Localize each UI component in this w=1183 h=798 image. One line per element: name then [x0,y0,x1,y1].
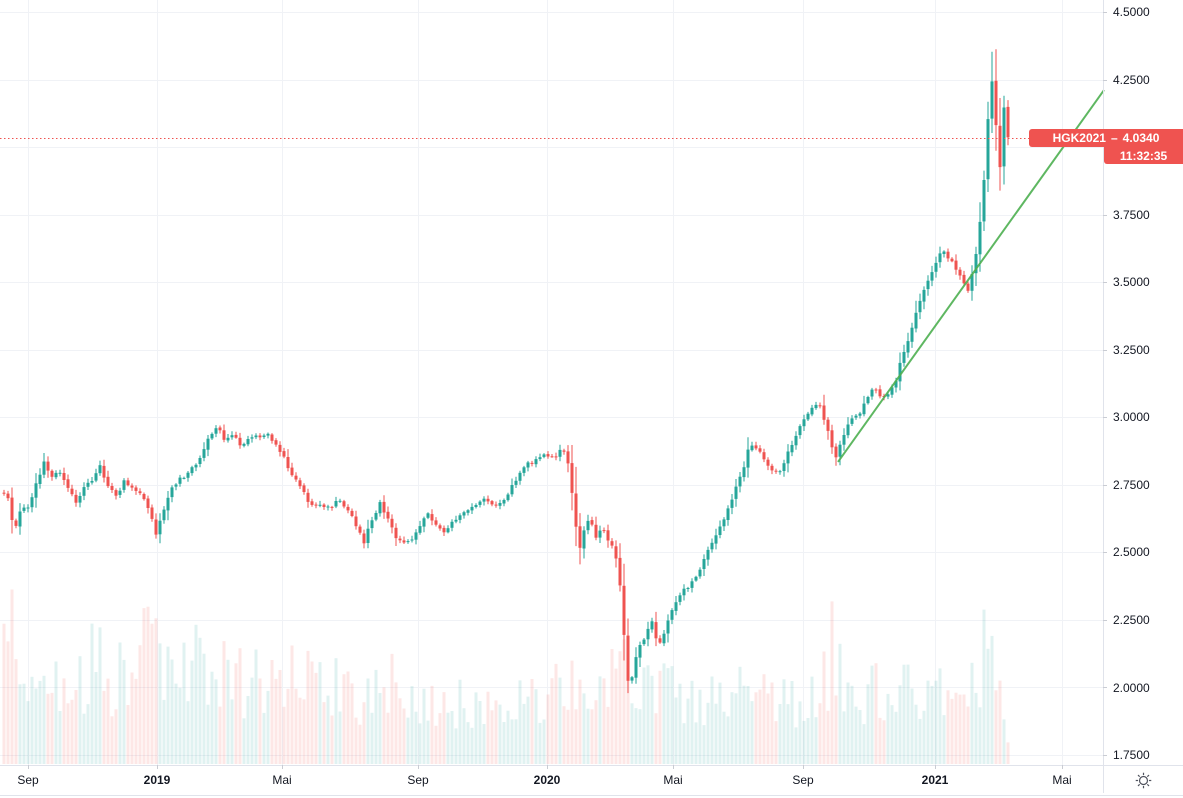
candles [2,49,1010,694]
price-tick-label: 3.5000 [1113,275,1150,290]
time-axis[interactable]: Sep 2019 Mai Sep 2020 Mai Sep 2021 Mai [0,765,1183,798]
gear-icon [1135,772,1151,788]
time-tick-label: Sep [407,773,429,787]
price-tick-label: 4.5000 [1113,5,1150,19]
symbol-text: HGK2021 [1052,131,1106,145]
time-tick-label: 2019 [143,773,171,787]
separator-dash: – [1110,131,1118,145]
price-axis[interactable]: 4.5000 4.2500 3.7500 3.5000 3.2500 3.0000 2.75… [1103,0,1183,765]
price-tick-label: 4.2500 [1113,72,1150,87]
time-tick-label: 2020 [533,773,561,787]
countdown-value: 11:32:35 [1119,148,1168,163]
last-price-label: HGK2021–4.0340 [1029,129,1183,147]
price-tick-label: 2.5000 [1113,545,1150,560]
price-tick-label: 3.0000 [1113,410,1150,425]
time-tick-label: Mai [663,773,683,787]
price-tick-label: 2.7500 [1113,477,1150,492]
bar-countdown-label: 11:32:35 [1104,147,1183,164]
trend-line[interactable] [837,89,1105,463]
volume-bars [2,589,1010,764]
price-tick-label: 3.7500 [1113,207,1150,222]
time-tick-label: 2021 [921,773,949,787]
time-tick-label: Sep [792,773,814,787]
time-tick-label: Mai [272,773,292,787]
axis-settings-button[interactable] [1129,767,1157,793]
time-tick-label: Mai [1052,773,1072,787]
grid [0,0,1103,765]
price-tick-label: 1.7500 [1113,748,1150,762]
price-tick-label: 2.0000 [1113,680,1150,695]
last-price-value: 4.0340 [1122,131,1160,145]
axis-ticks [28,12,1107,769]
time-tick-label: Sep [17,773,39,787]
price-tick-label: 3.2500 [1113,342,1150,357]
price-tick-label: 2.2500 [1113,612,1150,627]
